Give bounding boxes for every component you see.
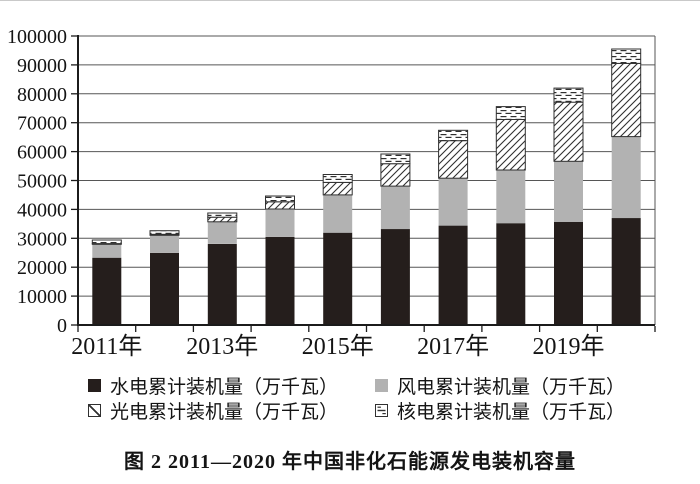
y-axis-tick-label: 70000 (17, 113, 67, 135)
bar-2014年-hydro-segment (265, 236, 295, 325)
legend-item-nuclear: 核电累计装机量（万千瓦） (375, 397, 625, 424)
bar-2011年-nuclear-segment (91, 239, 122, 245)
hydro-swatch-icon (88, 379, 101, 392)
legend-item-solar: 光电累计装机量（万千瓦） (88, 397, 375, 424)
bar-2013年-wind-segment (207, 221, 237, 244)
bar-2016年-solar-segment (380, 163, 411, 187)
bar-2016年-nuclear-segment (380, 153, 411, 165)
y-axis-tick-label: 60000 (17, 142, 67, 164)
y-axis-tick-label: 50000 (17, 171, 67, 193)
legend-label-nuclear: 核电累计装机量（万千瓦） (397, 402, 626, 423)
bar-2019年-wind-segment (554, 161, 583, 222)
bar-2017年-nuclear-segment (438, 129, 469, 142)
stacked-bar-chart: 0 10000 20000 30000 40000 50000 60000 70000 8000… (0, 1, 700, 363)
x-axis-tick-label: 2019年 (533, 333, 605, 360)
bar-2015年-nuclear-segment (322, 174, 353, 183)
bar-2019年-hydro-segment (554, 222, 583, 325)
bar-2019年-nuclear-segment (553, 87, 584, 103)
y-axis-tick-label: 100000 (7, 26, 67, 48)
legend-label-wind: 风电累计装机量（万千瓦） (397, 377, 626, 398)
bar-2015年-hydro-segment (323, 232, 353, 325)
y-axis-tick-label: 0 (57, 315, 67, 337)
bar-2012年-hydro-segment (150, 252, 179, 325)
y-axis-tick-label: 30000 (17, 228, 67, 250)
y-axis-tick-label: 40000 (17, 199, 67, 221)
bar-2018年-wind-segment (496, 169, 526, 224)
bar-2011年-hydro-segment (92, 257, 122, 325)
figure-caption: 图 2 2011—2020 年中国非化石能源发电装机容量 (124, 451, 576, 473)
bar-2020年-wind-segment (611, 136, 641, 219)
bar-2015年-wind-segment (323, 194, 353, 233)
x-axis-tick-label: 2011年 (71, 333, 142, 360)
bar-2012年-nuclear-segment (149, 230, 180, 235)
bar-2020年-solar-segment (611, 62, 642, 138)
bar-2017年-wind-segment (438, 178, 468, 226)
bar-2012年-wind-segment (150, 235, 179, 253)
y-axis-tick-label: 20000 (17, 257, 67, 279)
chart-legend: 水电累计装机量（万千瓦） 风电累计装机量（万千瓦） 光电累计装机量（万千瓦） 核… (88, 373, 625, 423)
nuclear-swatch-icon (375, 404, 388, 417)
legend-item-hydro: 水电累计装机量（万千瓦） (88, 372, 375, 399)
legend-label-solar: 光电累计装机量（万千瓦） (110, 402, 339, 423)
x-axis-tick-label: 2013年 (186, 333, 258, 360)
y-axis-tick-label: 80000 (17, 84, 67, 106)
bar-2018年-solar-segment (495, 119, 526, 171)
bar-2014年-nuclear-segment (265, 195, 295, 203)
bar-2018年-hydro-segment (496, 223, 526, 325)
bar-2016年-hydro-segment (380, 229, 410, 325)
bar-2020年-nuclear-segment (611, 48, 642, 64)
legend-label-hydro: 水电累计装机量（万千瓦） (110, 377, 339, 398)
bar-2019年-solar-segment (553, 101, 584, 162)
bar-2014年-solar-segment (265, 201, 295, 210)
wind-swatch-icon (375, 379, 388, 392)
y-axis-tick-label: 10000 (17, 286, 67, 308)
bar-2018年-nuclear-segment (495, 106, 526, 120)
bar-2013年-solar-segment (207, 216, 238, 223)
legend-item-wind: 风电累计装机量（万千瓦） (375, 372, 625, 399)
bar-2013年-nuclear-segment (207, 212, 238, 218)
bar-2020年-hydro-segment (611, 218, 641, 325)
x-axis-tick-label: 2017年 (417, 333, 489, 360)
bar-2016年-wind-segment (380, 186, 410, 230)
bar-2014年-wind-segment (265, 209, 295, 237)
chart-svg: 0 10000 20000 30000 40000 50000 60000 70000 8000… (7, 26, 656, 360)
bar-2015年-solar-segment (322, 181, 353, 196)
solar-swatch-icon (88, 404, 101, 417)
x-axis-tick-label: 2015年 (302, 333, 374, 360)
bar-2017年-solar-segment (438, 140, 469, 179)
bar-2013年-hydro-segment (207, 244, 237, 325)
bar-2017年-hydro-segment (438, 225, 468, 325)
y-axis-tick-label: 90000 (17, 55, 67, 77)
bar-2011年-wind-segment (92, 244, 122, 258)
